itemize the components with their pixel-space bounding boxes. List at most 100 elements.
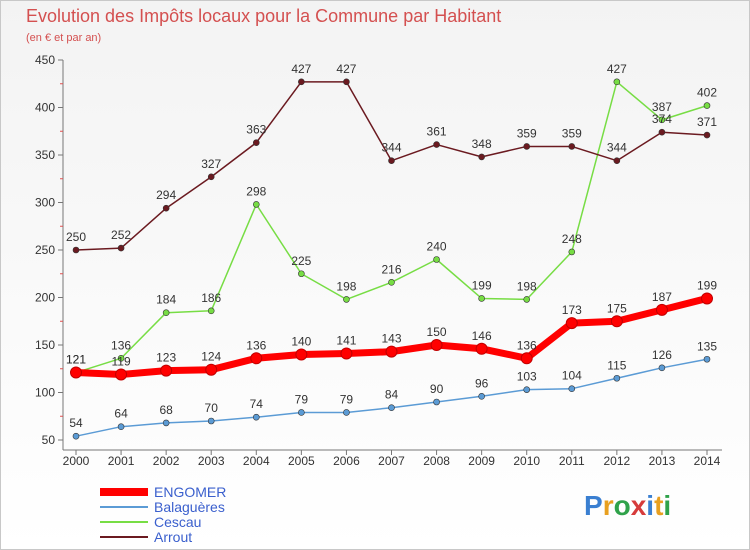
data-label: 344 xyxy=(607,141,627,155)
data-point xyxy=(162,419,170,427)
data-label: 250 xyxy=(66,230,86,244)
data-label: 123 xyxy=(156,351,176,365)
data-label: 84 xyxy=(385,388,399,402)
data-label: 361 xyxy=(427,125,447,139)
data-point xyxy=(523,296,531,303)
data-point xyxy=(568,143,576,150)
data-label: 74 xyxy=(250,397,264,411)
data-label: 79 xyxy=(340,392,354,406)
data-point xyxy=(385,345,398,358)
y-tick-label: 450 xyxy=(35,53,55,67)
data-point xyxy=(565,317,578,330)
y-tick-label: 200 xyxy=(35,291,55,305)
y-tick-label: 100 xyxy=(35,386,55,400)
data-label: 198 xyxy=(517,279,537,293)
data-label: 294 xyxy=(156,188,176,202)
x-tick-label: 2003 xyxy=(198,454,225,468)
x-tick-label: 2000 xyxy=(63,454,90,468)
data-point xyxy=(613,374,621,382)
chart-title: Evolution des Impôts locaux pour la Comm… xyxy=(26,6,501,26)
legend-item-cescau: Cescau xyxy=(100,514,201,530)
series-layer: 54 64 68 70 74 79 79 84 90 96 103 104 115 126 135 121 13… xyxy=(66,62,717,440)
data-point xyxy=(117,244,125,252)
data-label: 79 xyxy=(295,392,309,406)
data-point xyxy=(613,157,621,164)
data-label: 344 xyxy=(381,141,401,155)
x-tick-label: 2004 xyxy=(243,454,270,468)
data-point xyxy=(72,432,80,440)
data-label: 225 xyxy=(291,254,311,268)
data-point xyxy=(205,363,218,376)
data-label: 187 xyxy=(652,290,672,304)
data-point xyxy=(252,201,260,208)
data-point xyxy=(343,409,350,416)
data-point xyxy=(343,78,350,86)
data-point xyxy=(298,78,305,86)
x-tick-label: 2007 xyxy=(378,454,405,468)
data-label: 216 xyxy=(381,262,401,276)
x-tick-label: 2006 xyxy=(333,454,360,468)
data-label: 199 xyxy=(697,278,717,292)
data-label: 126 xyxy=(652,348,672,362)
data-point xyxy=(613,78,621,86)
data-point xyxy=(298,409,305,416)
data-label: 146 xyxy=(472,329,492,343)
data-label: 427 xyxy=(291,62,311,76)
data-label: 186 xyxy=(201,291,221,305)
data-label: 103 xyxy=(517,370,537,384)
data-label: 96 xyxy=(475,376,489,390)
data-point xyxy=(207,307,215,315)
data-point xyxy=(160,364,173,377)
data-label: 173 xyxy=(562,303,582,317)
data-point xyxy=(478,295,485,302)
data-point xyxy=(433,141,440,148)
chart-subtitle: (en € et par an) xyxy=(26,32,101,44)
data-label: 327 xyxy=(201,157,221,171)
data-label: 141 xyxy=(336,334,356,348)
data-point xyxy=(703,355,711,363)
data-point xyxy=(658,116,666,124)
data-point xyxy=(568,385,576,393)
x-tick-label: 2008 xyxy=(423,454,450,468)
data-label: 70 xyxy=(205,401,219,415)
data-point xyxy=(298,270,305,278)
data-point xyxy=(295,348,308,361)
data-label: 359 xyxy=(562,126,582,140)
legend-item-arrout: Arrout xyxy=(100,529,192,545)
data-label: 115 xyxy=(607,358,626,372)
data-label: 175 xyxy=(607,301,627,315)
y-tick-label: 400 xyxy=(35,101,55,115)
data-label: 427 xyxy=(336,62,356,76)
data-label: 240 xyxy=(427,240,447,254)
x-tick-label: 2010 xyxy=(513,454,540,468)
data-point xyxy=(523,143,531,150)
y-tick-label: 350 xyxy=(35,148,55,162)
data-point xyxy=(72,246,80,254)
legend-label: Arrout xyxy=(154,529,192,545)
data-point xyxy=(162,309,170,317)
series-balaguères: 54 64 68 70 74 79 79 84 90 96 103 104 115 126 135 xyxy=(69,339,717,440)
data-label: 68 xyxy=(159,403,173,417)
data-label: 198 xyxy=(336,279,356,293)
x-tick-label: 2001 xyxy=(108,454,135,468)
data-label: 136 xyxy=(111,338,131,352)
data-point xyxy=(433,256,440,263)
data-point xyxy=(658,128,666,136)
data-point xyxy=(478,153,485,161)
data-label: 374 xyxy=(652,112,672,126)
proxiti-logo: Proxiti xyxy=(584,490,671,521)
data-point xyxy=(610,315,623,328)
data-point xyxy=(343,296,350,303)
data-label: 150 xyxy=(427,325,447,339)
data-point xyxy=(388,157,395,164)
data-point xyxy=(520,352,533,365)
data-point xyxy=(658,364,666,372)
data-label: 64 xyxy=(114,407,128,421)
data-point xyxy=(478,392,485,400)
x-tick-label: 2014 xyxy=(694,454,721,468)
x-tick-label: 2005 xyxy=(288,454,315,468)
series-arrout: 250 252 294 327 363 427 427 344 361 348 359 359 344 3… xyxy=(66,62,717,254)
